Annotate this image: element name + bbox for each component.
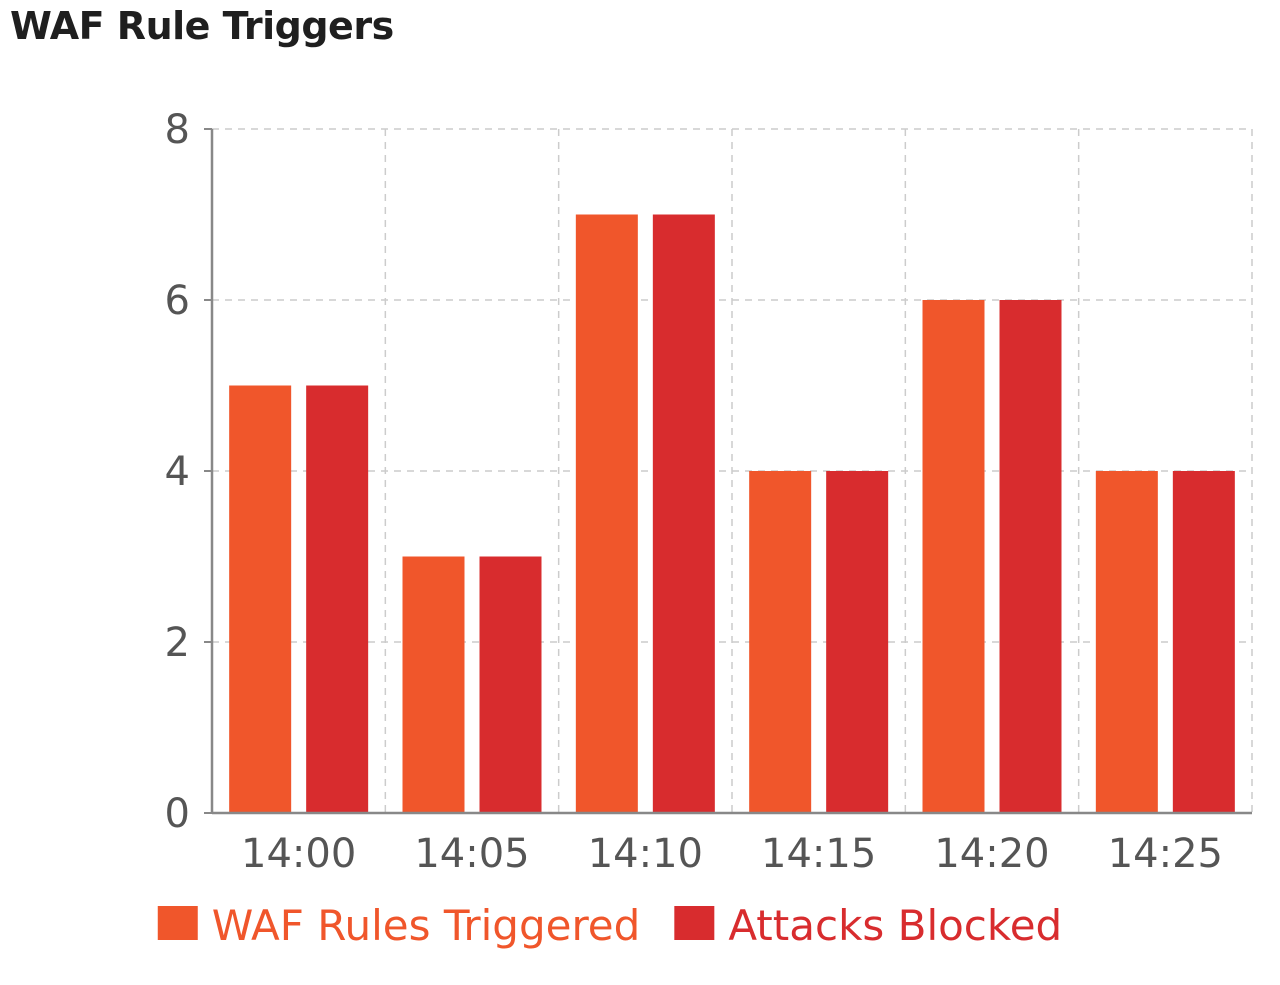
legend[interactable]: WAF Rules Triggered Attacks Blocked bbox=[157, 901, 1062, 950]
y-tick-label: 4 bbox=[165, 449, 190, 495]
tick-labels: 0 2 4 6 8 14:00 14:05 14:10 14:15 14:20 14:25 bbox=[165, 107, 1223, 877]
legend-label-attacks-blocked[interactable]: Attacks Blocked bbox=[728, 901, 1062, 950]
bar-attacks-blocked-1400[interactable] bbox=[306, 385, 369, 814]
bar-waf-rules-triggered-1400[interactable] bbox=[229, 385, 292, 814]
y-tick-label: 2 bbox=[165, 620, 190, 666]
grid-lines bbox=[212, 128, 1253, 813]
axes bbox=[204, 128, 1252, 815]
bar-waf-rules-triggered-1415[interactable] bbox=[749, 471, 812, 813]
bar-waf-rules-triggered-1410[interactable] bbox=[575, 214, 638, 814]
bar-attacks-blocked-1420[interactable] bbox=[999, 300, 1062, 813]
x-tick-label: 14:25 bbox=[1108, 831, 1223, 877]
bar-waf-rules-triggered-1405[interactable] bbox=[402, 556, 465, 814]
legend-swatch-attacks-blocked[interactable] bbox=[674, 906, 715, 940]
x-tick-label: 14:05 bbox=[414, 831, 529, 877]
bar-waf-rules-triggered-1420[interactable] bbox=[922, 300, 985, 813]
bar-attacks-blocked-1425[interactable] bbox=[1172, 471, 1235, 813]
bar-attacks-blocked-1405[interactable] bbox=[479, 556, 542, 814]
x-tick-label: 14:20 bbox=[934, 831, 1049, 877]
y-tick-label: 0 bbox=[165, 791, 190, 837]
legend-swatch-waf-rules-triggered[interactable] bbox=[157, 906, 198, 940]
y-tick-label: 8 bbox=[165, 107, 190, 153]
x-tick-label: 14:15 bbox=[761, 831, 876, 877]
x-tick-label: 14:00 bbox=[241, 831, 356, 877]
chart-title: WAF Rule Triggers bbox=[10, 4, 394, 48]
bar-attacks-blocked-1415[interactable] bbox=[826, 471, 889, 813]
x-tick-label: 14:10 bbox=[588, 831, 703, 877]
bar-waf-rules-triggered-1425[interactable] bbox=[1095, 471, 1158, 813]
bar-attacks-blocked-1410[interactable] bbox=[652, 214, 715, 814]
legend-label-waf-rules-triggered[interactable]: WAF Rules Triggered bbox=[212, 901, 641, 950]
y-tick-label: 6 bbox=[165, 278, 190, 324]
bars bbox=[229, 214, 1235, 814]
